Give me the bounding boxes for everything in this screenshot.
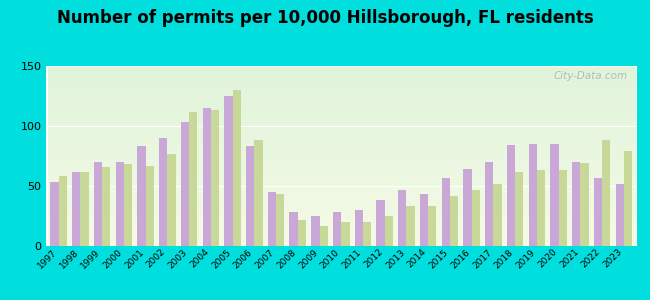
Bar — [289, 212, 298, 246]
Bar — [551, 144, 559, 246]
Bar — [559, 170, 567, 246]
Bar — [224, 96, 233, 246]
Bar — [528, 144, 537, 246]
Bar — [485, 162, 493, 246]
Bar — [515, 172, 523, 246]
Bar — [276, 194, 284, 246]
Bar — [124, 164, 132, 246]
Bar — [146, 166, 154, 246]
Bar — [159, 138, 167, 246]
Text: Number of permits per 10,000 Hillsborough, FL residents: Number of permits per 10,000 Hillsboroug… — [57, 9, 593, 27]
Bar — [50, 182, 58, 246]
Bar — [94, 162, 102, 246]
Bar — [537, 170, 545, 246]
Bar — [298, 220, 306, 246]
Bar — [72, 172, 81, 246]
Bar — [268, 192, 276, 246]
Bar — [428, 206, 437, 246]
Bar — [189, 112, 198, 246]
Bar — [580, 163, 589, 246]
Bar — [420, 194, 428, 246]
Bar — [493, 184, 502, 246]
Bar — [181, 122, 189, 246]
Bar — [233, 90, 240, 246]
Bar — [398, 190, 406, 246]
Bar — [254, 140, 263, 246]
Bar — [442, 178, 450, 246]
Bar — [311, 216, 320, 246]
Bar — [363, 222, 371, 246]
Bar — [58, 176, 67, 246]
Text: City-Data.com: City-Data.com — [554, 71, 628, 81]
Bar — [472, 190, 480, 246]
Bar — [463, 169, 472, 246]
Bar — [167, 154, 176, 246]
Bar — [616, 184, 624, 246]
Bar — [333, 212, 341, 246]
Bar — [602, 140, 610, 246]
Bar — [572, 162, 580, 246]
Bar — [450, 196, 458, 246]
Bar — [211, 110, 219, 246]
Bar — [320, 226, 328, 246]
Bar — [246, 146, 254, 246]
Bar — [355, 210, 363, 246]
Bar — [81, 172, 88, 246]
Bar — [102, 167, 110, 246]
Bar — [341, 222, 350, 246]
Bar — [507, 145, 515, 246]
Bar — [137, 146, 146, 246]
Bar — [624, 151, 632, 246]
Bar — [376, 200, 385, 246]
Bar — [594, 178, 602, 246]
Bar — [116, 162, 124, 246]
Bar — [385, 216, 393, 246]
Bar — [203, 108, 211, 246]
Bar — [406, 206, 415, 246]
